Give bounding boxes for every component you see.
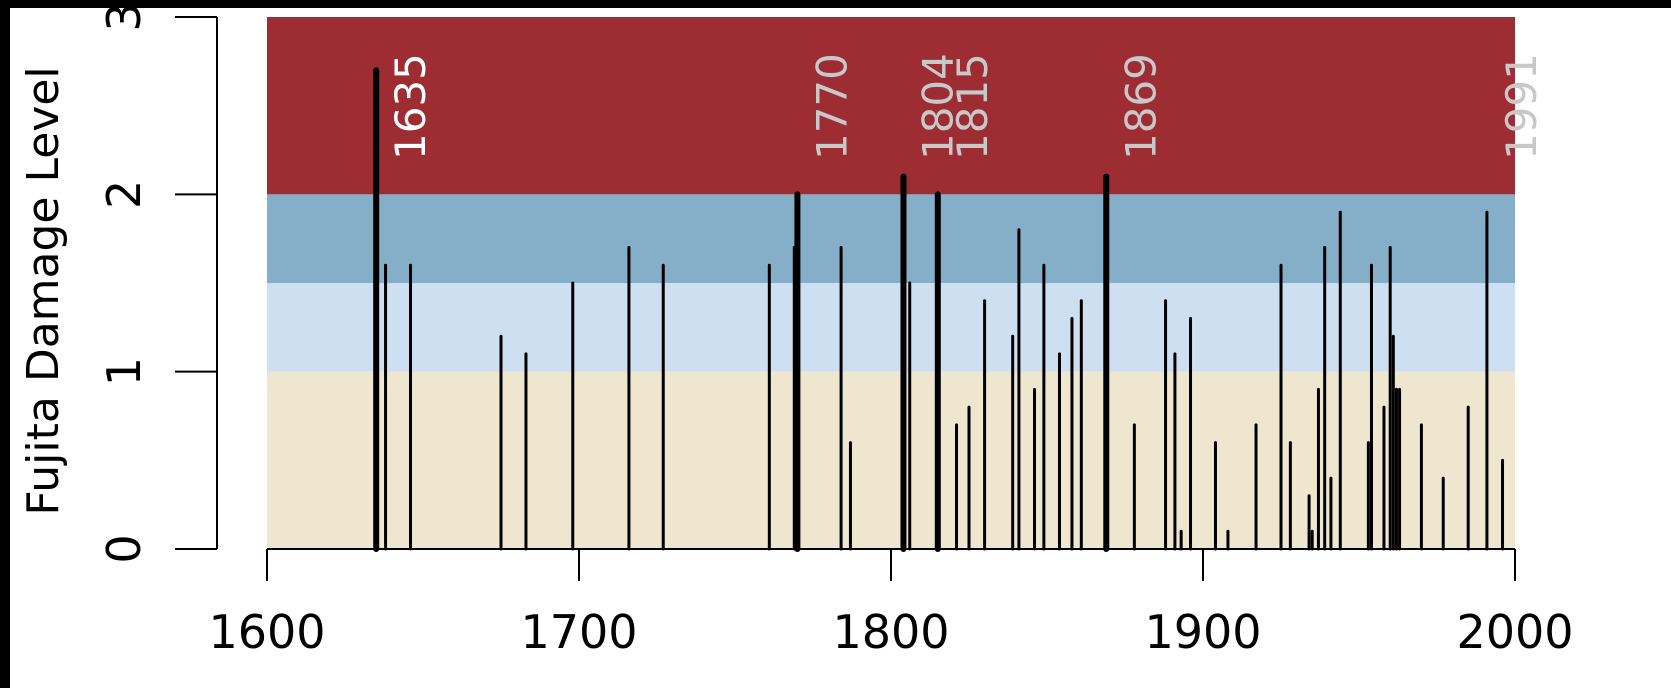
y-tick-label-2: 2	[97, 180, 151, 209]
band-2	[267, 194, 1515, 283]
x-axis: 1600 1700 1800 1900 2000	[208, 548, 1574, 659]
y-tick-label-1: 1	[97, 357, 151, 386]
event-bars	[373, 67, 1505, 552]
annotation-1869: 1869	[1116, 53, 1165, 160]
x-tick-label-2000: 2000	[1456, 605, 1573, 659]
y-tick-label-0: 0	[97, 534, 151, 563]
damage-level-bands	[267, 17, 1515, 549]
y-axis: 0 1 2 3	[97, 8, 218, 564]
y-tick-label-3: 3	[97, 8, 151, 32]
annotation-1804: 1804	[913, 53, 962, 160]
annotation-1991: 1991	[1497, 53, 1546, 160]
band-0	[267, 371, 1515, 549]
band-1	[267, 283, 1515, 372]
x-tick-label-1900: 1900	[1144, 605, 1261, 659]
band-3	[267, 17, 1515, 195]
annotation-1635: 1635	[386, 53, 435, 160]
annotation-1815: 1815	[948, 53, 997, 160]
y-axis-title: Fujita Damage Level	[18, 66, 69, 515]
x-tick-label-1600: 1600	[208, 605, 325, 659]
chart-container: 1635 1770 1804 1815 1869 1991 0 1 2 3 1600 1700 18…	[10, 8, 1671, 688]
x-tick-label-1700: 1700	[520, 605, 637, 659]
x-tick-label-1800: 1800	[832, 605, 949, 659]
annotation-1770: 1770	[807, 53, 856, 160]
